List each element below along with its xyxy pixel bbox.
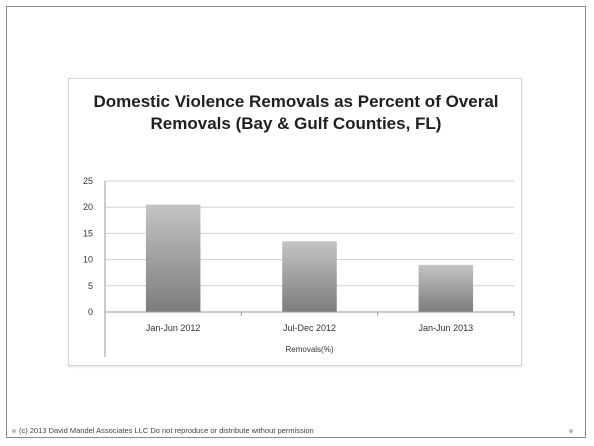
footer-bullet-icon	[12, 429, 16, 434]
footer-right-bullet-icon	[569, 429, 573, 433]
x-tick-label: Jan-Jun 2012	[146, 323, 201, 333]
bar	[145, 204, 201, 312]
y-tick-label: 20	[83, 202, 93, 212]
y-tick-label: 10	[83, 255, 93, 265]
footer-text: (c) 2013 David Mandel Associates LLC Do …	[19, 426, 314, 435]
footer: (c) 2013 David Mandel Associates LLC Do …	[12, 426, 314, 435]
y-tick-label: 25	[83, 176, 93, 186]
y-tick-label: 5	[88, 281, 93, 291]
bar	[418, 264, 474, 312]
bar-chart: 0 5 10 15 20 25 Jan-Jun 2012 Jul-Dec 2012 Jan-Ju…	[83, 176, 515, 357]
y-tick-label: 15	[83, 228, 93, 238]
chart-title: Domestic Violence Removals as Percent of…	[93, 92, 499, 133]
x-tick-label: Jul-Dec 2012	[283, 323, 336, 333]
x-axis-title: Removals(%)	[285, 345, 333, 354]
x-tick-label: Jan-Jun 2013	[419, 323, 474, 333]
y-tick-label: 0	[88, 307, 93, 317]
bar	[282, 241, 337, 312]
chart-container: Domestic Violence Removals as Percent of…	[68, 78, 522, 366]
